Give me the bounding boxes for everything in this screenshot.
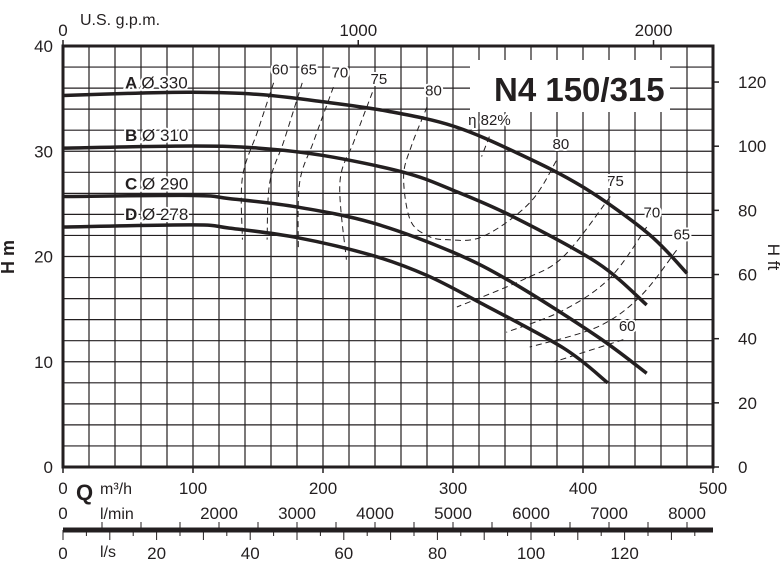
y-right-tick-label: 120 — [738, 73, 766, 92]
y-right-tick-label: 20 — [738, 394, 757, 413]
x-tick-label: 200 — [309, 479, 337, 498]
lmin-axis-label: l/min — [100, 506, 134, 523]
lmin-tick-label: 7000 — [590, 504, 628, 523]
curve-diameter: Ø 278 — [142, 205, 188, 224]
ls-axis-label: l/s — [100, 544, 116, 561]
curve-diameter: Ø 290 — [142, 175, 188, 194]
efficiency-curve — [506, 226, 648, 333]
x-tick-label: 100 — [179, 479, 207, 498]
ls-tick-label: 40 — [241, 544, 260, 563]
y-tick-label: 10 — [34, 353, 53, 372]
efficiency-label: 65 — [673, 227, 690, 244]
efficiency-label: 70 — [644, 205, 661, 222]
title-background — [470, 60, 670, 112]
y-right-tick-label: 0 — [738, 458, 747, 477]
y-tick-label: 20 — [34, 248, 53, 267]
efficiency-label: 75 — [371, 71, 388, 88]
efficiency-label: 70 — [332, 65, 349, 82]
curve-letter: C — [125, 175, 142, 194]
curve-label: C Ø 290 — [125, 175, 188, 194]
efficiency-curve — [339, 92, 373, 260]
curve-diameter: Ø 330 — [141, 73, 187, 92]
head-curve-b — [62, 144, 648, 307]
ls-tick-label: 80 — [428, 544, 447, 563]
efficiency-label: 60 — [272, 61, 289, 78]
efficiency-label: 65 — [300, 61, 317, 78]
ls-tick-label: 60 — [334, 544, 353, 563]
curve-letter: A — [125, 73, 141, 92]
x-axis-units: m³/h — [100, 481, 132, 498]
curve-letter: D — [125, 205, 142, 224]
ls-tick-label: 20 — [147, 544, 166, 563]
y-axis-right-label: H ft — [764, 244, 782, 271]
efficiency-label: 80 — [425, 82, 442, 99]
y-right-tick-label: 100 — [738, 137, 766, 156]
efficiency-curve — [297, 86, 334, 251]
x-tick-label: 300 — [439, 479, 467, 498]
curve-diameter: Ø 310 — [142, 126, 188, 145]
efficiency-label: 60 — [619, 318, 636, 335]
efficiency-label: η 82% — [468, 112, 511, 129]
efficiency-curve — [240, 82, 275, 240]
y-axis-left-label: H m — [0, 240, 18, 274]
top-tick-label: 1000 — [339, 21, 377, 40]
lmin-tick-label: 4000 — [356, 504, 394, 523]
efficiency-curve — [529, 249, 677, 348]
plot-frame — [61, 44, 715, 469]
lmin-tick-label: 5000 — [434, 504, 472, 523]
top-tick-label: 0 — [58, 21, 67, 40]
lmin-tick-label: 6000 — [512, 504, 550, 523]
ls-tick-label: 100 — [517, 544, 545, 563]
grid — [63, 46, 713, 467]
y-right-tick-label: 60 — [738, 266, 757, 285]
top-axis-label: U.S. g.p.m. — [80, 12, 160, 29]
y-right-tick-label: 80 — [738, 201, 757, 220]
lmin-tick-label: 8000 — [668, 504, 706, 523]
y-right-tick-label: 40 — [738, 330, 757, 349]
x-tick-label: 400 — [569, 479, 597, 498]
x-tick-label: 500 — [699, 479, 727, 498]
lmin-tick-label: 3000 — [278, 504, 316, 523]
curve-letter: B — [125, 126, 142, 145]
efficiency-label: 75 — [607, 173, 624, 190]
y-tick-label: 30 — [34, 142, 53, 161]
x-axis-label: Q — [76, 480, 93, 505]
ls-tick-label: 120 — [610, 544, 638, 563]
head-curve-d — [62, 223, 609, 385]
top-tick-label: 2000 — [635, 21, 673, 40]
head-curve-c — [62, 193, 648, 375]
chart-title: N4 150/315 — [494, 71, 665, 108]
efficiency-curve — [403, 106, 558, 241]
efficiency-label: 80 — [553, 136, 570, 153]
ls-tick-label: 0 — [58, 544, 67, 563]
lmin-tick-label: 2000 — [200, 504, 238, 523]
y-tick-label: 0 — [44, 458, 53, 477]
curve-label: D Ø 278 — [125, 205, 188, 224]
curve-label: B Ø 310 — [125, 126, 188, 145]
head-curve-a — [62, 90, 689, 275]
efficiency-curves: 60 65 70 75 80 η 82% 80 75 70 65 60 — [240, 59, 692, 363]
efficiency-curve — [456, 196, 611, 308]
y-tick-label: 40 — [34, 37, 53, 56]
curve-label: A Ø 330 — [125, 73, 188, 92]
x-tick-label: 0 — [58, 479, 67, 498]
lmin-tick-label: 0 — [58, 504, 67, 523]
efficiency-curve — [554, 339, 624, 363]
efficiency-curve — [266, 82, 303, 240]
